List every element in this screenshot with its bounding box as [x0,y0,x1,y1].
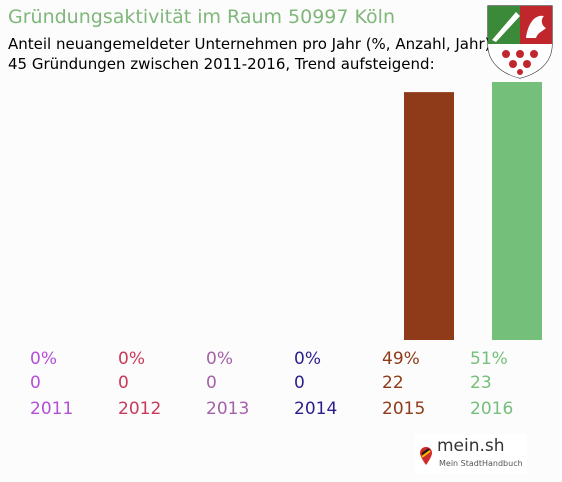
bar-2015 [404,92,454,340]
percent-label-2016: 51% [470,349,508,369]
year-label-2012: 2012 [118,399,161,419]
chart-title: Gründungsaktivität im Raum 50997 Köln [8,6,395,28]
count-label-2016: 23 [470,373,492,393]
map-pin-icon [420,447,432,465]
brand-badge[interactable]: mein.sh Mein StadtHandbuch [415,434,527,474]
chart-subtitle: Anteil neuangemeldeter Unternehmen pro J… [8,34,491,74]
brand-tagline: Mein StadtHandbuch [439,459,523,468]
percent-label-2015: 49% [382,349,420,369]
percent-label-2013: 0% [206,349,233,369]
count-label-2015: 22 [382,373,404,393]
count-label-2011: 0 [30,373,41,393]
percent-label-2011: 0% [30,349,57,369]
count-label-2012: 0 [118,373,129,393]
nrw-coat-of-arms-icon [484,2,556,80]
year-label-2011: 2011 [30,399,73,419]
percent-label-2012: 0% [118,349,145,369]
year-label-2015: 2015 [382,399,425,419]
percent-label-2014: 0% [294,349,321,369]
brand-name: mein.sh [437,436,505,456]
subtitle-line-2: 45 Gründungen zwischen 2011-2016, Trend … [8,55,435,73]
year-label-2014: 2014 [294,399,337,419]
count-label-2013: 0 [206,373,217,393]
year-label-2013: 2013 [206,399,249,419]
bar-2016 [492,82,542,340]
count-label-2014: 0 [294,373,305,393]
subtitle-line-1: Anteil neuangemeldeter Unternehmen pro J… [8,35,491,53]
year-label-2016: 2016 [470,399,513,419]
